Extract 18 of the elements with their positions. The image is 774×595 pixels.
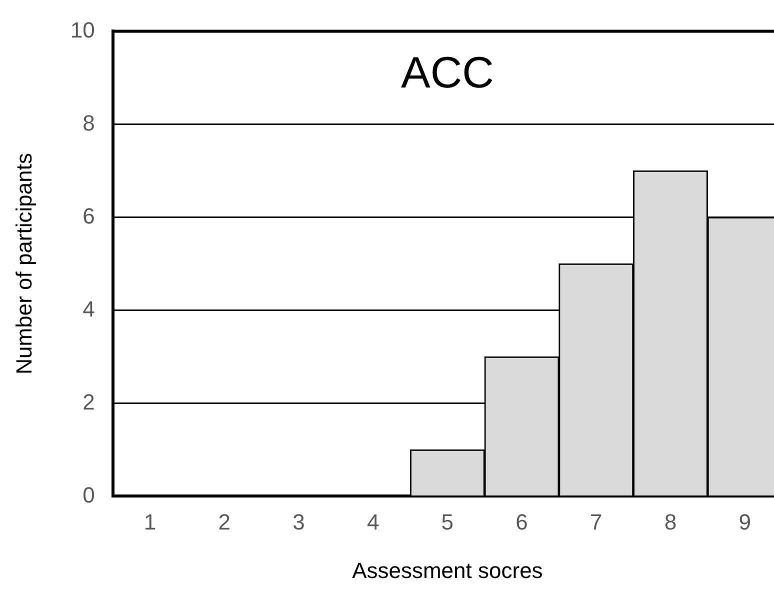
x-tick-label: 4 [366, 509, 380, 534]
x-tick-label: 1 [144, 509, 156, 534]
y-tick-label: 0 [82, 482, 95, 508]
x-tick-label: 5 [441, 509, 454, 534]
x-tick-label: 7 [590, 509, 602, 534]
x-tick-label: 6 [516, 509, 528, 534]
x-tick-label: 2 [218, 509, 231, 534]
y-tick-label: 8 [82, 110, 95, 136]
x-tick-label: 3 [292, 509, 305, 534]
x-tick-label: 9 [738, 509, 751, 534]
y-axis-title: Number of participants [11, 153, 36, 374]
y-tick-label: 6 [82, 203, 95, 228]
y-tick-label: 4 [82, 296, 95, 322]
x-axis-title: Assessment socres [352, 558, 543, 583]
x-tick-label: 8 [664, 509, 677, 534]
y-tick-label: 2 [82, 389, 95, 414]
chart-title: ACC [400, 48, 494, 98]
y-tick-label: 10 [70, 17, 95, 42]
